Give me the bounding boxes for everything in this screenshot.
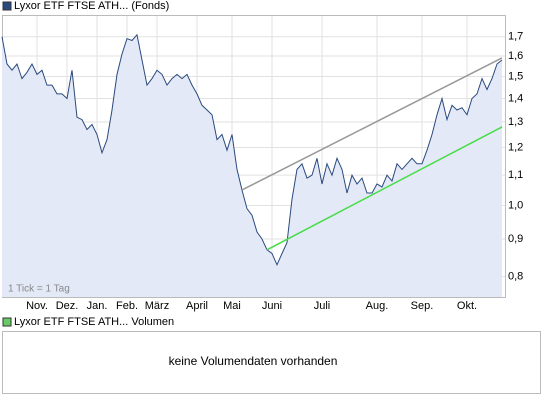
legend-swatch bbox=[2, 1, 12, 11]
trend-line bbox=[266, 126, 503, 251]
y-tick-label: 1,5 bbox=[508, 70, 523, 82]
x-tick-label: März bbox=[145, 300, 169, 312]
x-tick-label: Nov. bbox=[26, 300, 48, 312]
legend-label: Lyxor ETF FTSE ATH... (Fonds) bbox=[14, 0, 169, 12]
volume-message: keine Volumendaten vorhanden bbox=[169, 354, 338, 368]
x-tick-label: Juni bbox=[262, 300, 282, 312]
y-tick-label: 1,4 bbox=[508, 92, 523, 104]
x-tick-label: Mai bbox=[223, 300, 241, 312]
x-tick-label: Juli bbox=[314, 300, 331, 312]
x-tick-label: Dez. bbox=[56, 300, 79, 312]
legend-label: Lyxor ETF FTSE ATH... Volumen bbox=[14, 316, 174, 328]
y-tick-label: 1,6 bbox=[508, 50, 523, 62]
line bbox=[1, 33, 503, 267]
x-tick-label: Okt. bbox=[457, 300, 477, 312]
volume-panel bbox=[2, 331, 541, 394]
x-tick-label: Jan. bbox=[87, 300, 108, 312]
trend-line bbox=[241, 57, 503, 191]
x-tick-label: Aug. bbox=[366, 300, 389, 312]
y-tick-label: 1,0 bbox=[508, 199, 523, 211]
annotation: 1 Tick = 1 Tag bbox=[8, 284, 70, 295]
x-tick-label: April bbox=[186, 300, 208, 312]
y-tick-label: 1,1 bbox=[508, 169, 523, 181]
area bbox=[2, 34, 502, 298]
y-tick-label: 1,2 bbox=[508, 141, 523, 153]
x-tick-label: Feb. bbox=[116, 300, 138, 312]
y-tick-label: 0,8 bbox=[508, 270, 523, 282]
x-tick-label: Sep. bbox=[411, 300, 434, 312]
y-tick-label: 0,9 bbox=[508, 233, 523, 245]
y-tick-label: 1,7 bbox=[508, 31, 523, 43]
marks bbox=[1, 33, 503, 298]
y-tick-label: 1,3 bbox=[508, 116, 523, 128]
legend-swatch bbox=[2, 317, 12, 327]
